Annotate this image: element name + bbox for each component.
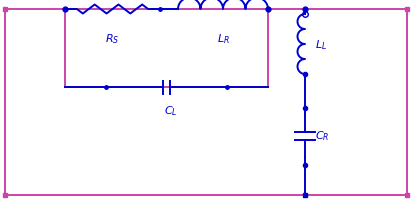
Text: $R_S$: $R_S$ (105, 32, 120, 46)
Text: $L_L$: $L_L$ (315, 38, 327, 52)
Text: $C_L$: $C_L$ (164, 103, 177, 117)
Text: $C_R$: $C_R$ (315, 129, 330, 143)
Text: $L_R$: $L_R$ (216, 32, 230, 46)
